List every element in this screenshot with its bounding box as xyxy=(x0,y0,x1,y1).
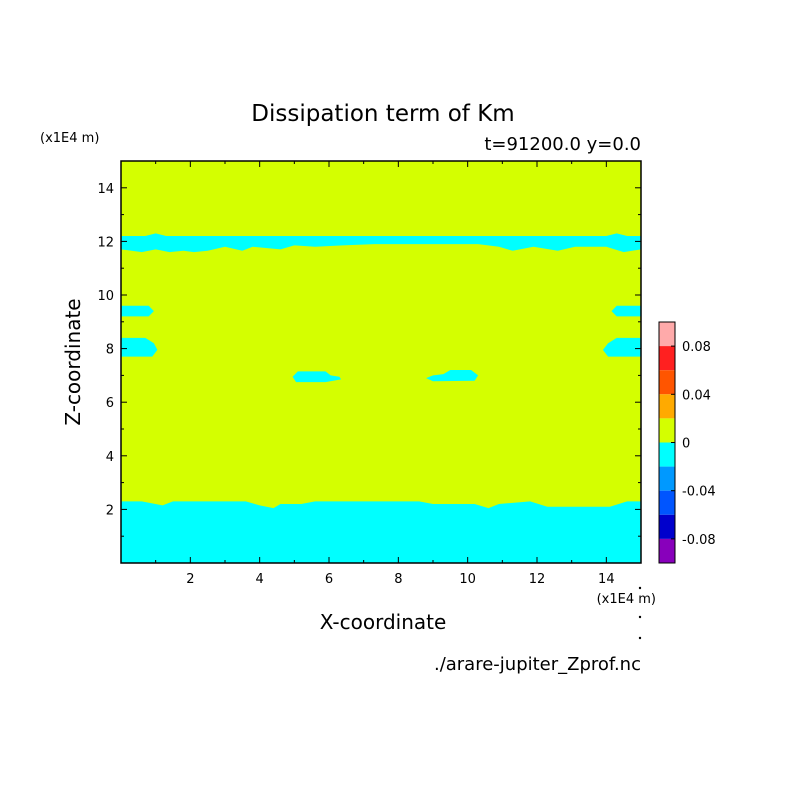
y-tick-label: 10 xyxy=(97,289,114,304)
marker-dot xyxy=(638,615,642,619)
x-tick-label: 14 xyxy=(598,572,615,587)
x-tick-label: 4 xyxy=(256,572,264,587)
x-tick-label: 8 xyxy=(394,572,402,587)
y-axis-label: Z-coordinate xyxy=(61,298,85,425)
x-tick-label: 10 xyxy=(459,572,476,587)
colorbar-tick-label: -0.04 xyxy=(682,485,716,500)
colorbar-tick-label: -0.08 xyxy=(682,533,716,548)
y-tick-label: 4 xyxy=(106,450,114,465)
y-tick-label: 6 xyxy=(106,396,114,411)
x-tick-label: 12 xyxy=(529,572,546,587)
y-unit-label: (x1E4 m) xyxy=(40,131,99,146)
plot-background xyxy=(121,161,641,563)
y-tick-label: 14 xyxy=(97,182,114,197)
colorbar-bin xyxy=(659,346,675,371)
contour-region-6 xyxy=(292,371,342,383)
colorbar-bin xyxy=(659,514,675,539)
colorbar-tick-label: 0.08 xyxy=(682,340,711,355)
x-tick-label: 6 xyxy=(325,572,333,587)
marker-dot xyxy=(638,636,642,640)
colorbar-bin xyxy=(659,418,675,443)
colorbar-tick-label: 0 xyxy=(682,437,690,452)
marker-dot xyxy=(638,586,642,590)
axis-ticks: 2 4 6 8 10 12 14 2 4 6 8 10 12 14 xyxy=(97,161,641,587)
colorbar-bin xyxy=(659,322,675,347)
x-tick-label: 2 xyxy=(186,572,194,587)
source-file-label: ./arare-jupiter_Zprof.nc xyxy=(434,654,641,675)
contour-region-3 xyxy=(611,305,641,317)
colorbar-bin xyxy=(659,442,675,467)
colorbar-tick-label: 0.04 xyxy=(682,388,711,403)
y-tick-label: 12 xyxy=(97,235,114,250)
contour-region-7 xyxy=(426,370,479,382)
colorbar-bin xyxy=(659,394,675,419)
colorbar-bin xyxy=(659,370,675,395)
y-tick-label: 8 xyxy=(106,343,114,358)
x-axis-label: X-coordinate xyxy=(320,610,447,634)
plot-frame xyxy=(120,160,642,564)
colorbar-bin xyxy=(659,538,675,563)
chart-title: Dissipation term of Km xyxy=(251,101,514,127)
contour-region-2 xyxy=(121,305,154,317)
colorbar: 0.08 0.04 0 -0.04 -0.08 xyxy=(658,321,716,564)
colorbar-bin xyxy=(659,490,675,515)
contour-region-4 xyxy=(121,337,158,357)
contour-region-5 xyxy=(602,337,641,357)
contour-regions xyxy=(121,233,641,563)
chart-subtitle: t=91200.0 y=0.0 xyxy=(484,134,641,155)
x-unit-label: (x1E4 m) xyxy=(597,592,656,607)
colorbar-bin xyxy=(659,466,675,491)
plot-area: 2 4 6 8 10 12 14 2 4 6 8 10 12 14 xyxy=(97,160,642,587)
contour-region-1 xyxy=(121,233,641,253)
contour-region-0 xyxy=(121,501,641,563)
y-tick-label: 2 xyxy=(106,503,114,518)
